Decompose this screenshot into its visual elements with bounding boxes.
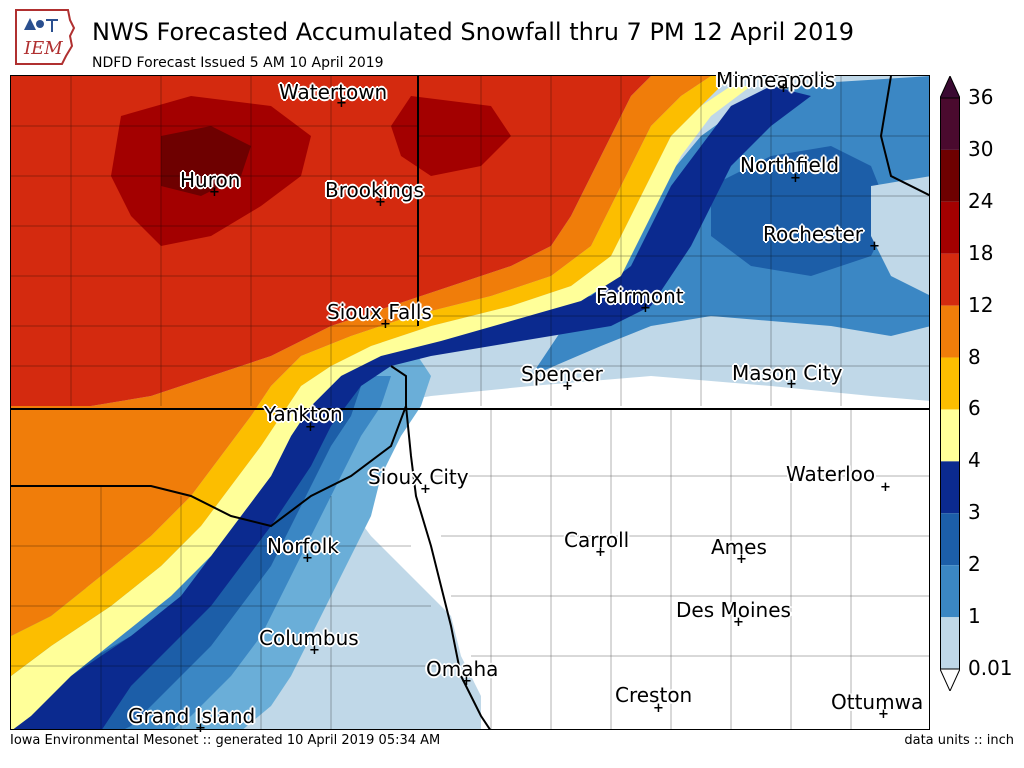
- state-line-mn-wi: [879, 76, 929, 197]
- colorbar-tick-label: 30: [968, 136, 994, 161]
- county-lines: [11, 76, 929, 729]
- band-trace: [341, 376, 929, 729]
- colorbar-segment: [940, 305, 960, 358]
- colorbar-tick-label: 12: [968, 292, 994, 317]
- colorbar-tick-label: 2: [968, 552, 981, 577]
- city-label-ottumwa: Ottumwa: [831, 690, 924, 714]
- colorbar-segment: [940, 201, 960, 254]
- map-title: NWS Forecasted Accumulated Snowfall thru…: [92, 18, 854, 46]
- colorbar-segment: [940, 461, 960, 514]
- colorbar-tick-label: 18: [968, 240, 994, 265]
- city-label-des-moines: Des Moines: [676, 598, 791, 622]
- city-marker-creston: +: [653, 701, 664, 716]
- colorbar-segment: [940, 253, 960, 306]
- city-marker-huron: +: [209, 185, 220, 200]
- city-label-huron: Huron: [180, 168, 241, 192]
- city-marker-mason-city: +: [786, 377, 797, 392]
- city-marker-rochester: +: [869, 239, 880, 254]
- colorbar-extend-min: [939, 668, 961, 693]
- city-marker-norfolk: +: [302, 551, 313, 566]
- colorbar-tick-label: 4: [968, 448, 981, 473]
- logo-text: IEM: [23, 38, 63, 59]
- city-label-grand-island: Grand Island: [128, 704, 256, 728]
- city-marker-spencer: +: [562, 379, 573, 394]
- city-marker-fairmont: +: [640, 301, 651, 316]
- city-label-waterloo: Waterloo: [786, 462, 876, 486]
- city-label-creston: Creston: [615, 683, 693, 707]
- city-marker-watertown: +: [336, 96, 347, 111]
- city-label-brookings: Brookings: [325, 178, 424, 202]
- band-8to12: [11, 76, 731, 676]
- colorbar-extend-max: [939, 74, 961, 99]
- state-line-sd-ne: [11, 365, 407, 528]
- city-label-watertown: Watertown: [279, 80, 388, 104]
- city-marker-columbus: +: [309, 643, 320, 658]
- colorbar-segment: [940, 409, 960, 462]
- city-marker-sioux-city: +: [420, 482, 431, 497]
- band-6to8: [11, 86, 751, 729]
- colorbar-tick-label: 8: [968, 344, 981, 369]
- city-marker-omaha: +: [461, 674, 472, 689]
- city-marker-des-moines: +: [733, 615, 744, 630]
- city-marker-sioux-falls: +: [380, 317, 391, 332]
- colorbar-tick-label: 1: [968, 604, 981, 629]
- city-label-rochester: Rochester: [763, 222, 863, 246]
- footer-units: data units :: inch: [904, 733, 1014, 748]
- band-light-mn: [871, 176, 929, 295]
- city-marker-ottumwa: +: [878, 707, 889, 722]
- city-label-spencer: Spencer: [521, 362, 603, 386]
- city-label-omaha: Omaha: [426, 657, 499, 681]
- colorbar-segment: [940, 149, 960, 202]
- iem-logo: IEM: [10, 6, 78, 70]
- city-label-northfield: Northfield: [740, 153, 840, 177]
- colorbar-segment: [940, 513, 960, 566]
- city-label-mason-city: Mason City: [732, 361, 843, 385]
- city-marker-ames: +: [736, 552, 747, 567]
- band-30to36: [161, 126, 251, 196]
- city-marker-brookings: +: [375, 195, 386, 210]
- colorbar-tick-label: 24: [968, 188, 994, 213]
- city-label-minneapolis: Minneapolis: [716, 68, 836, 92]
- city-label-columbus: Columbus: [259, 626, 359, 650]
- city-label-sioux-city: Sioux City: [368, 465, 469, 489]
- colorbar-segment: [940, 357, 960, 410]
- colorbar: [939, 74, 961, 693]
- colorbar-segment: [940, 617, 960, 669]
- city-label-norfolk: Norfolk: [267, 534, 339, 558]
- band-12to18: [11, 76, 711, 636]
- colorbar-segment: [940, 565, 960, 618]
- colorbar-tick-label: 3: [968, 500, 981, 525]
- colorbar-frame: [940, 97, 960, 670]
- map-subtitle: NDFD Forecast Issued 5 AM 10 April 2019: [92, 55, 384, 71]
- band-3to4-mn: [711, 146, 891, 276]
- city-label-ames: Ames: [711, 535, 767, 559]
- city-label-fairmont: Fairmont: [596, 284, 684, 308]
- snowfall-map: [10, 75, 930, 730]
- city-marker-waterloo: +: [880, 480, 891, 495]
- band-4to6: [11, 86, 811, 729]
- colorbar-tick-label: 36: [968, 85, 994, 109]
- city-marker-carroll: +: [595, 545, 606, 560]
- city-marker-grand-island: +: [195, 721, 206, 736]
- footer-source: Iowa Environmental Mesonet :: generated …: [10, 733, 441, 748]
- colorbar-svg: [939, 74, 961, 693]
- city-label-carroll: Carroll: [564, 528, 630, 552]
- city-marker-minneapolis: +: [778, 81, 789, 96]
- colorbar-tick-label: 0.01: [968, 656, 1013, 680]
- snowfall-map-svg: [11, 76, 929, 729]
- city-label-yankton: Yankton: [264, 402, 343, 426]
- colorbar-segment: [940, 98, 960, 150]
- missouri-river: [405, 405, 491, 729]
- colorbar-tick-label: 6: [968, 396, 981, 421]
- city-marker-yankton: +: [305, 420, 316, 435]
- city-label-sioux-falls: Sioux Falls: [327, 300, 432, 324]
- city-marker-northfield: +: [790, 171, 801, 186]
